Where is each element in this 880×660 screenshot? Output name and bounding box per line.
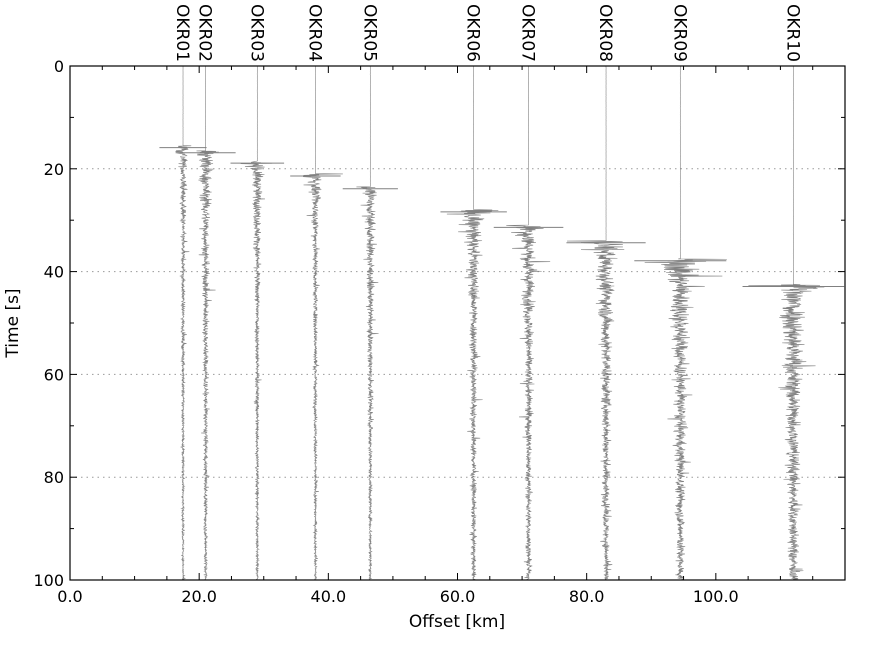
y-tick-label: 0 [54, 57, 64, 76]
trace-okr03 [240, 66, 273, 580]
station-label-okr06: OKR06 [463, 4, 483, 62]
trace-okr04 [303, 66, 343, 580]
station-label-okr10: OKR10 [782, 4, 802, 62]
y-tick-label: 80 [44, 468, 64, 487]
y-tick-label: 20 [44, 160, 64, 179]
station-label-okr09: OKR09 [669, 4, 689, 62]
trace-okr07 [506, 66, 551, 580]
station-label-okr05: OKR05 [359, 4, 379, 62]
station-label-okr03: OKR03 [246, 4, 266, 62]
plot-frame [69, 65, 846, 581]
x-tick-label: 100.0 [693, 587, 739, 606]
trace-okr09 [644, 66, 727, 580]
gridlines [70, 168, 845, 478]
station-label-okr04: OKR04 [304, 4, 324, 62]
axis-ticks [69, 65, 845, 581]
station-label-okr01: OKR01 [172, 4, 192, 62]
trace-okr10 [748, 66, 825, 580]
x-axis-label: Offset [km] [409, 612, 505, 632]
trace-area [159, 66, 845, 580]
y-tick-label: 60 [44, 365, 64, 384]
y-tick-label: 100 [33, 571, 64, 590]
x-tick-label: 0.0 [57, 587, 82, 606]
trace-okr06 [446, 66, 499, 580]
x-tick-label: 20.0 [181, 587, 217, 606]
y-axis-label: Time [s] [3, 288, 23, 358]
trace-okr02 [196, 66, 219, 580]
x-tick-label: 60.0 [440, 587, 476, 606]
station-label-okr07: OKR07 [518, 4, 538, 62]
trace-okr01 [175, 66, 192, 580]
trace-okr08 [567, 66, 625, 580]
y-tick-label: 40 [44, 263, 64, 282]
station-label-okr08: OKR08 [595, 4, 615, 62]
x-tick-label: 40.0 [311, 587, 347, 606]
station-labels: OKR01 OKR02 OKR03 OKR04 OKR05 OKR06 OKR07 OKR08… [172, 4, 802, 62]
station-label-okr02: OKR02 [195, 4, 215, 62]
trace-okr05 [356, 66, 379, 580]
x-tick-label: 80.0 [569, 587, 605, 606]
